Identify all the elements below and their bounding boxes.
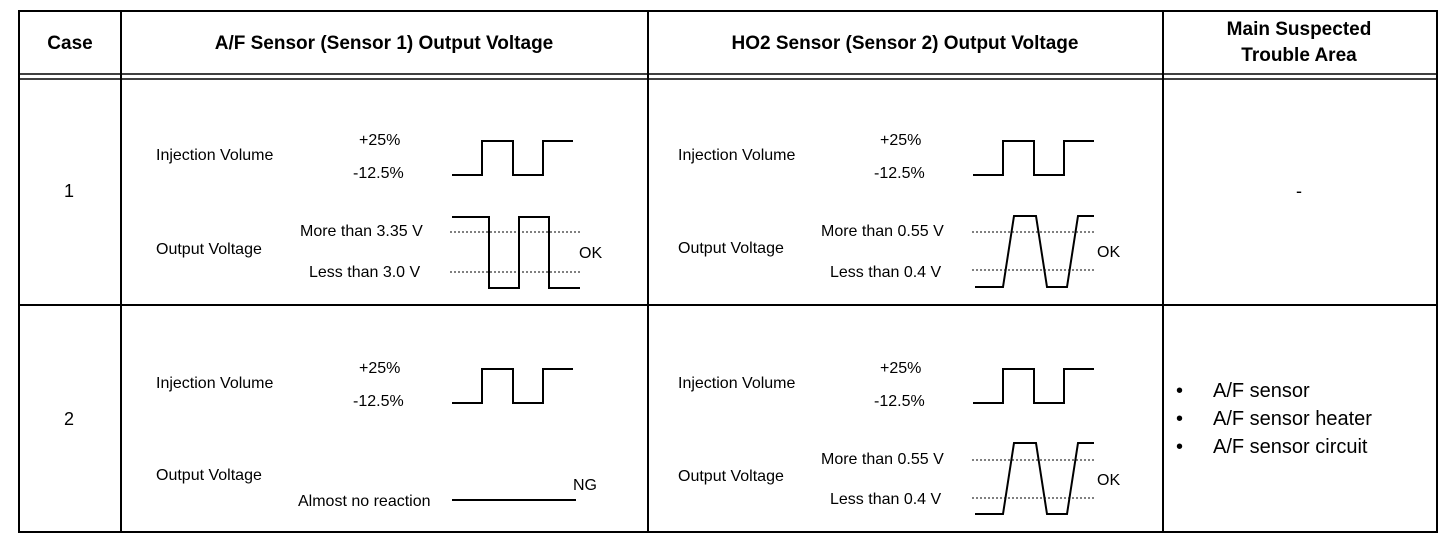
header-trouble-line2: Trouble Area: [1241, 45, 1357, 66]
row2-ho2-v-high: More than 0.55 V: [821, 451, 944, 468]
header-ho2-sensor: HO2 Sensor (Sensor 2) Output Voltage: [731, 33, 1079, 54]
row2-ho2-injection-label: Injection Volume: [678, 375, 796, 392]
bullet-2: •: [1176, 408, 1184, 430]
trouble-item-af-sensor: A/F sensor: [1213, 380, 1310, 402]
row1-ho2-injection-label: Injection Volume: [678, 147, 796, 164]
row1-af-injection-label: Injection Volume: [156, 147, 274, 164]
row1-trouble-area: -: [1296, 181, 1302, 201]
header-trouble-line1: Main Suspected: [1226, 19, 1372, 40]
row1-af-v-low: Less than 3.0 V: [309, 264, 421, 281]
row1-af-result: OK: [579, 245, 603, 262]
row2-ho2-inj-high: +25%: [880, 360, 922, 377]
row2-af-injection-label: Injection Volume: [156, 375, 274, 392]
row2-af-no-reaction: Almost no reaction: [298, 493, 431, 510]
row2-af-output-label: Output Voltage: [156, 467, 262, 484]
row1-ho2-result: OK: [1097, 244, 1121, 261]
header-af-sensor: A/F Sensor (Sensor 1) Output Voltage: [214, 33, 554, 54]
row2-ho2-v-low: Less than 0.4 V: [830, 491, 942, 508]
row2-af-result: NG: [573, 477, 597, 494]
row2-case-number: 2: [63, 409, 75, 429]
row1-ho2-inj-low: -12.5%: [874, 165, 925, 182]
row1-af-inj-high: +25%: [359, 132, 401, 149]
row1-af-inj-low: -12.5%: [353, 165, 404, 182]
row2-ho2-output-label: Output Voltage: [678, 468, 784, 485]
row1-case-number: 1: [63, 181, 75, 201]
trouble-item-af-sensor-heater: A/F sensor heater: [1213, 408, 1372, 430]
row1-ho2-v-low: Less than 0.4 V: [830, 264, 942, 281]
row1-ho2-output-label: Output Voltage: [678, 240, 784, 257]
row1-af-v-high: More than 3.35 V: [300, 223, 423, 240]
bullet-3: •: [1176, 436, 1184, 458]
header-case: Case: [47, 33, 93, 54]
row2-ho2-inj-low: -12.5%: [874, 393, 925, 410]
row1-ho2-inj-high: +25%: [880, 132, 922, 149]
bullet-1: •: [1176, 380, 1184, 402]
row2-af-inj-high: +25%: [359, 360, 401, 377]
row2-ho2-result: OK: [1097, 472, 1121, 489]
row1-af-output-label: Output Voltage: [156, 241, 262, 258]
row2-af-inj-low: -12.5%: [353, 393, 404, 410]
row1-ho2-v-high: More than 0.55 V: [821, 223, 944, 240]
trouble-item-af-sensor-circuit: A/F sensor circuit: [1213, 436, 1368, 458]
